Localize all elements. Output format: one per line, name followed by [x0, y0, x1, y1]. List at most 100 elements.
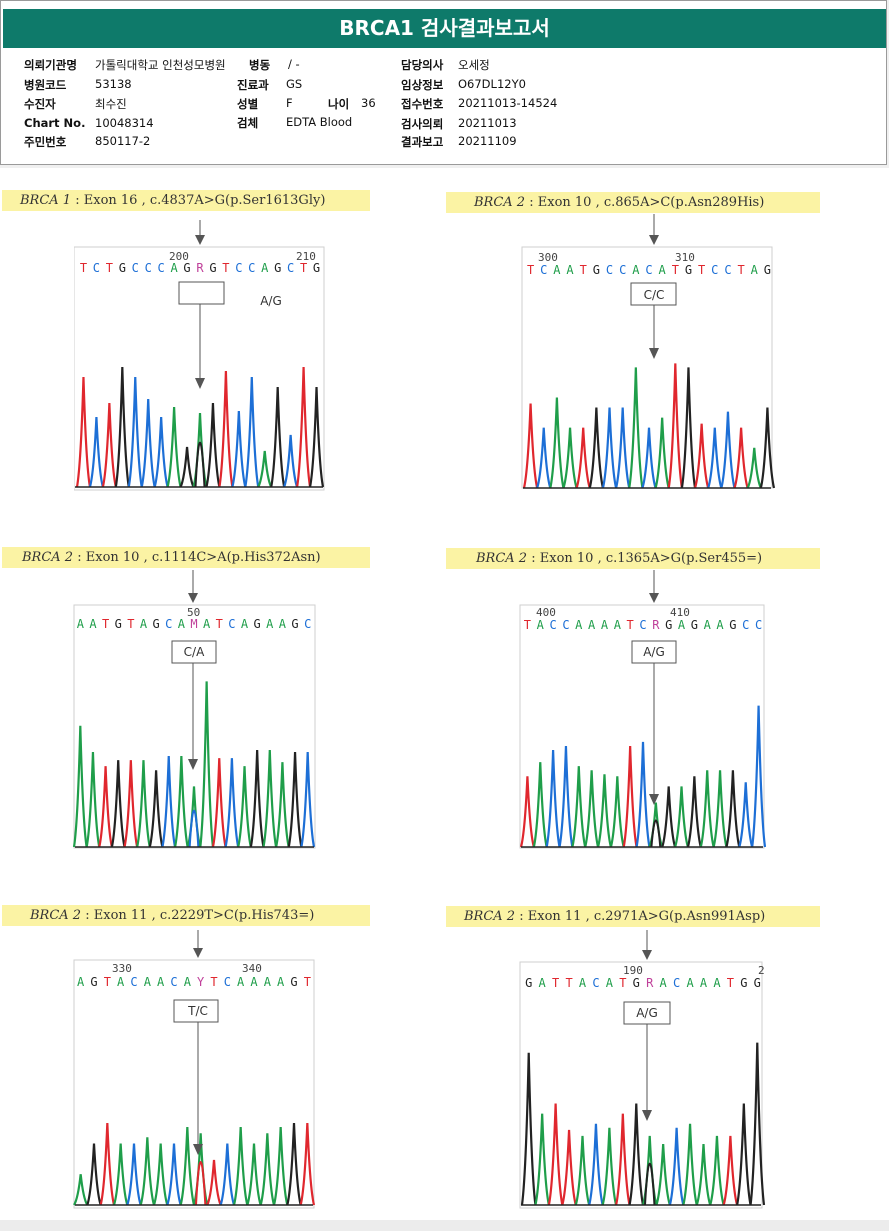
- base-call: A: [566, 263, 574, 277]
- trace-peak: [661, 786, 677, 848]
- base-call: A: [713, 976, 721, 990]
- base-call: G: [119, 261, 126, 275]
- trace-peak: [667, 363, 683, 489]
- base-call: A: [614, 618, 622, 632]
- trace-peak: [588, 407, 605, 489]
- trace-peak: [722, 1135, 739, 1206]
- trace-peak: [86, 1143, 102, 1206]
- trace-peak: [682, 1123, 698, 1206]
- report-title: BRCA1 검사결과보고서: [3, 9, 886, 48]
- base-call: A: [241, 617, 249, 631]
- receipt-no-label: 접수번호: [401, 97, 444, 111]
- base-call: T: [300, 261, 307, 275]
- trace-peak: [211, 758, 227, 848]
- genotype-box: [171, 640, 217, 664]
- bottom-strip: [0, 1220, 889, 1231]
- trace-peak: [547, 1103, 564, 1206]
- trace-peak: [110, 760, 126, 848]
- base-call: C: [673, 976, 680, 990]
- base-call: T: [627, 618, 634, 632]
- base-call: A: [89, 617, 97, 631]
- sex-value: F: [286, 96, 293, 110]
- trace-peak: [628, 367, 644, 489]
- arrow-head-top: [188, 593, 198, 603]
- ward-label: 병동: [249, 58, 271, 72]
- trace-peak: [736, 1103, 752, 1206]
- request-date-value: 20211013: [458, 116, 517, 130]
- base-call: C: [145, 261, 152, 275]
- trace-peak-secondary: [194, 441, 206, 488]
- trace-peak: [98, 766, 113, 848]
- base-call: C: [287, 261, 294, 275]
- base-call: A: [539, 976, 547, 990]
- position-right-2: 310: [675, 251, 695, 264]
- base-call: A: [264, 975, 272, 989]
- arrow-head-bottom: [188, 759, 198, 770]
- sex-label: 성별: [237, 97, 259, 111]
- hospital-code-label: 병원코드: [24, 78, 67, 92]
- base-call: C: [165, 617, 172, 631]
- base-call: G: [754, 976, 761, 990]
- age-value: 36: [361, 96, 376, 110]
- trace-peak: [224, 758, 240, 848]
- base-call: A: [144, 975, 152, 989]
- trace-peak: [641, 427, 657, 489]
- base-call: A: [606, 976, 614, 990]
- trace-peak: [751, 705, 766, 848]
- patient-label: 수진자: [24, 97, 56, 111]
- base-call: T: [104, 975, 111, 989]
- trace-peak: [148, 770, 164, 848]
- base-call: A: [716, 618, 724, 632]
- genotype-box: [173, 999, 219, 1023]
- genotype-3: C/A: [184, 645, 205, 659]
- base-call: T: [304, 975, 311, 989]
- base-call: C: [235, 261, 242, 275]
- base-call: A: [632, 263, 640, 277]
- arrow-head-bottom: [649, 794, 659, 805]
- trace-peak: [733, 427, 749, 489]
- base-call: T: [216, 617, 223, 631]
- base-call: G: [525, 976, 532, 990]
- trace-peak: [259, 1133, 276, 1206]
- trace-peak: [244, 376, 260, 488]
- base-call: R: [652, 618, 660, 632]
- genotype-box: [178, 281, 225, 305]
- department-label: 진료과: [237, 78, 269, 92]
- trace-peak: [707, 427, 723, 489]
- trace-peak-secondary: [188, 809, 200, 848]
- department-value: GS: [286, 77, 303, 91]
- base-call: A: [553, 263, 561, 277]
- trace-peak: [695, 1144, 712, 1206]
- arrow-head-top: [195, 235, 205, 245]
- trace-peak: [179, 1127, 196, 1206]
- base-call: G: [209, 261, 216, 275]
- trace-peak: [609, 776, 625, 848]
- base-call: T: [552, 976, 559, 990]
- report-date-label: 결과보고: [401, 135, 444, 149]
- genotype-2: C/C: [644, 288, 665, 302]
- trace-peak: [219, 1143, 236, 1206]
- base-call: C: [619, 263, 626, 277]
- specimen-value: EDTA Blood: [286, 115, 353, 129]
- trace-peak: [296, 366, 312, 488]
- trace-peak: [99, 1122, 116, 1206]
- base-call: A: [704, 618, 712, 632]
- base-call: A: [575, 618, 583, 632]
- variant-label-3: BRCA 2 : Exon 10 , c.1114C>A(p.His372Asn…: [2, 547, 370, 568]
- base-call: G: [254, 617, 261, 631]
- base-call: T: [698, 263, 705, 277]
- base-call: T: [106, 261, 113, 275]
- trace-peak: [574, 1135, 591, 1206]
- base-call: C: [606, 263, 613, 277]
- trace-peak: [206, 1159, 222, 1206]
- trace-peak: [275, 762, 290, 848]
- trace-peak: [85, 752, 101, 848]
- trace-peak: [262, 750, 278, 848]
- base-call: A: [686, 976, 694, 990]
- patient-value: 최수진: [95, 97, 127, 111]
- base-call: C: [224, 975, 231, 989]
- trace-peak: [287, 752, 303, 848]
- trace-peak: [218, 370, 234, 488]
- trace-peak: [622, 745, 638, 848]
